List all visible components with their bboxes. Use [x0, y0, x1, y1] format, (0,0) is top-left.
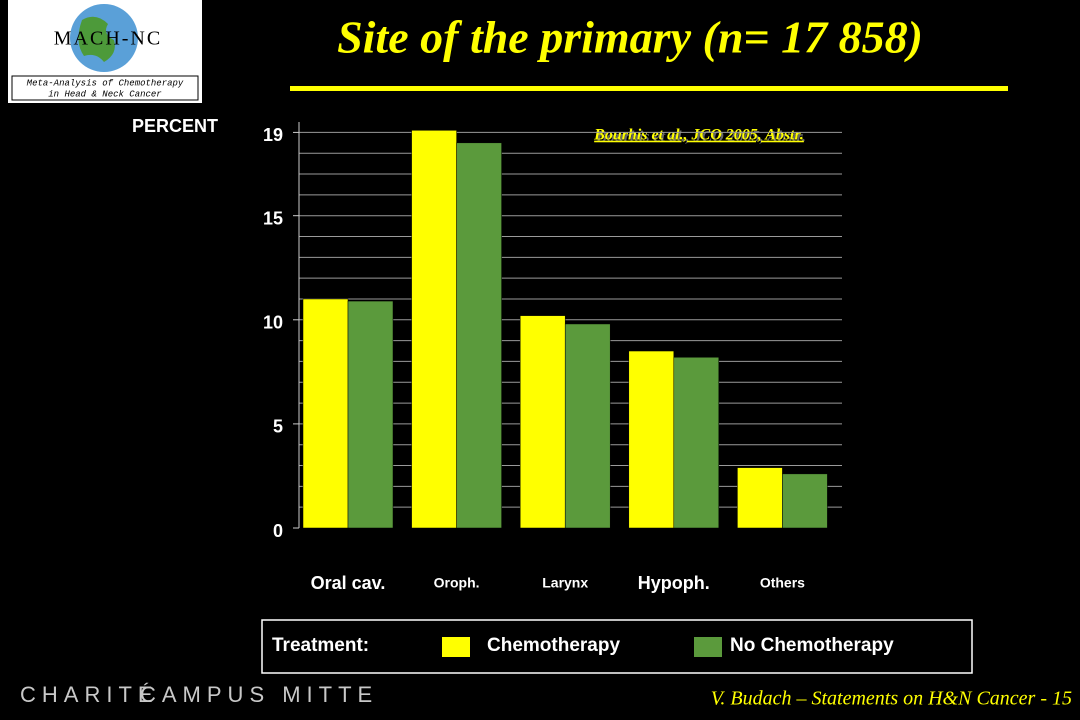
bar	[411, 130, 457, 529]
bar	[673, 357, 720, 529]
bar	[347, 300, 394, 529]
bar	[782, 473, 828, 529]
annotation: Bourhis et al., JCO 2005, Abstr.	[593, 127, 804, 144]
logo-caption: Meta-Analysis of Chemotherapy	[27, 78, 184, 88]
bar	[456, 142, 502, 529]
logo-land	[78, 16, 115, 62]
footer-credit: V. Budach – Statements on H&N Cancer - 1…	[711, 688, 1072, 710]
legend-title: Treatment:	[272, 635, 369, 656]
legend-swatch	[442, 637, 470, 657]
footer-brand: CHARITÉ	[20, 682, 159, 707]
y-tick-label: 10	[263, 313, 283, 333]
legend-box	[261, 619, 973, 674]
bar	[519, 315, 566, 529]
x-tick-label: Hypoph.	[638, 573, 710, 593]
logo-name: MACH-NC	[54, 28, 162, 50]
y-tick-label: 5	[273, 417, 283, 437]
y-tick-label: 19	[263, 125, 283, 145]
y-tick-label: 0	[273, 521, 283, 541]
logo-caption-box	[11, 75, 199, 101]
x-tick-label: Oroph.	[434, 575, 480, 591]
bar	[564, 323, 611, 529]
annotation-shadow: Bourhis et al., JCO 2005, Abstr.	[595, 129, 806, 146]
legend-swatch	[694, 637, 722, 657]
x-tick-label: Larynx	[542, 575, 588, 591]
x-tick-label: Others	[760, 575, 805, 591]
bar	[737, 467, 783, 529]
legend-label: Chemotherapy	[487, 635, 620, 656]
bar	[302, 298, 349, 529]
title-underline	[290, 86, 1008, 91]
x-tick-label: Oral cav.	[311, 573, 386, 593]
y-tick-label: 15	[263, 208, 283, 228]
chart-title: Site of the primary (n= 17 858)	[337, 12, 923, 63]
footer-brand: CAMPUS MITTE	[140, 682, 378, 707]
y-axis-label: PERCENT	[132, 116, 218, 136]
logo-caption: in Head & Neck Cancer	[48, 89, 162, 99]
legend-label: No Chemotherapy	[730, 635, 894, 656]
bar	[628, 350, 675, 529]
